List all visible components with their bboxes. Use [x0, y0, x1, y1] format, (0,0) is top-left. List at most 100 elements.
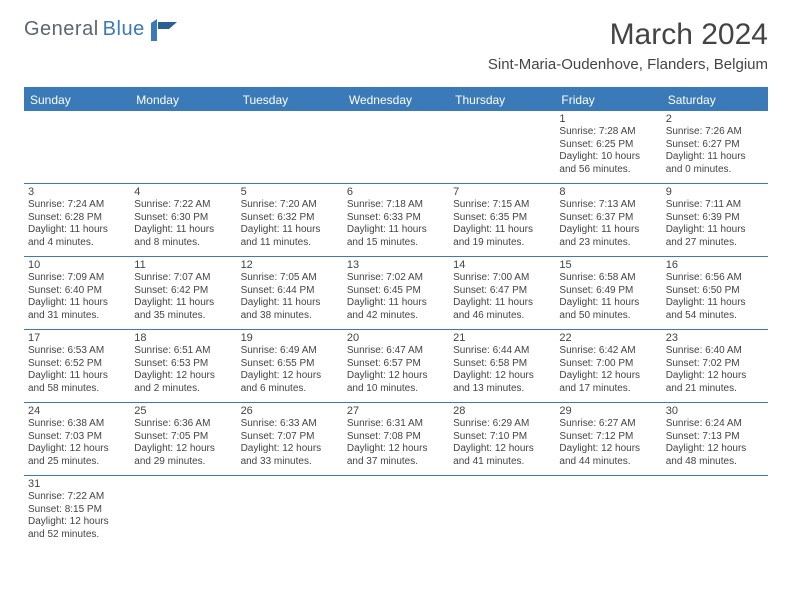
sunrise-text: Sunrise: 7:15 AM [453, 199, 551, 212]
daylight-text: Daylight: 12 hours [453, 443, 551, 456]
empty-cell [24, 111, 130, 183]
daylight-text: and 38 minutes. [241, 310, 339, 323]
day-header-cell: Thursday [449, 89, 555, 111]
empty-cell [237, 476, 343, 548]
day-cell: 31Sunrise: 7:22 AMSunset: 8:15 PMDayligh… [24, 476, 130, 548]
day-number: 16 [666, 259, 764, 271]
daylight-text: and 33 minutes. [241, 456, 339, 469]
daylight-text: and 31 minutes. [28, 310, 126, 323]
day-number: 3 [28, 186, 126, 198]
sunset-text: Sunset: 6:55 PM [241, 358, 339, 371]
sunset-text: Sunset: 7:05 PM [134, 431, 232, 444]
sunset-text: Sunset: 6:32 PM [241, 212, 339, 225]
day-cell: 8Sunrise: 7:13 AMSunset: 6:37 PMDaylight… [555, 184, 661, 256]
sunset-text: Sunset: 7:00 PM [559, 358, 657, 371]
empty-cell [343, 111, 449, 183]
daylight-text: Daylight: 12 hours [241, 443, 339, 456]
day-number: 26 [241, 405, 339, 417]
sunset-text: Sunset: 6:30 PM [134, 212, 232, 225]
sunset-text: Sunset: 6:42 PM [134, 285, 232, 298]
sunrise-text: Sunrise: 6:56 AM [666, 272, 764, 285]
daylight-text: Daylight: 11 hours [28, 224, 126, 237]
title-block: March 2024 Sint-Maria-Oudenhove, Flander… [488, 18, 768, 73]
day-header-cell: Tuesday [237, 89, 343, 111]
calendar-body: 1Sunrise: 7:28 AMSunset: 6:25 PMDaylight… [24, 111, 768, 548]
day-number: 23 [666, 332, 764, 344]
daylight-text: and 2 minutes. [134, 383, 232, 396]
day-number: 8 [559, 186, 657, 198]
day-header-cell: Friday [555, 89, 661, 111]
daylight-text: Daylight: 12 hours [347, 443, 445, 456]
day-cell: 17Sunrise: 6:53 AMSunset: 6:52 PMDayligh… [24, 330, 130, 402]
daylight-text: Daylight: 12 hours [134, 443, 232, 456]
daylight-text: Daylight: 11 hours [666, 297, 764, 310]
day-number: 12 [241, 259, 339, 271]
empty-cell [555, 476, 661, 548]
sunrise-text: Sunrise: 6:47 AM [347, 345, 445, 358]
day-cell: 25Sunrise: 6:36 AMSunset: 7:05 PMDayligh… [130, 403, 236, 475]
month-title: March 2024 [488, 18, 768, 52]
daylight-text: Daylight: 11 hours [134, 297, 232, 310]
calendar: SundayMondayTuesdayWednesdayThursdayFrid… [24, 87, 768, 548]
header: General Blue March 2024 Sint-Maria-Ouden… [0, 0, 792, 79]
sunrise-text: Sunrise: 6:24 AM [666, 418, 764, 431]
sunrise-text: Sunrise: 6:53 AM [28, 345, 126, 358]
day-cell: 30Sunrise: 6:24 AMSunset: 7:13 PMDayligh… [662, 403, 768, 475]
sunset-text: Sunset: 7:13 PM [666, 431, 764, 444]
sunrise-text: Sunrise: 7:02 AM [347, 272, 445, 285]
week-row: 17Sunrise: 6:53 AMSunset: 6:52 PMDayligh… [24, 330, 768, 403]
day-number: 10 [28, 259, 126, 271]
daylight-text: and 21 minutes. [666, 383, 764, 396]
day-number: 1 [559, 113, 657, 125]
day-number: 9 [666, 186, 764, 198]
sunset-text: Sunset: 6:40 PM [28, 285, 126, 298]
sunrise-text: Sunrise: 7:09 AM [28, 272, 126, 285]
sunrise-text: Sunrise: 7:22 AM [28, 491, 126, 504]
sunset-text: Sunset: 6:57 PM [347, 358, 445, 371]
sunset-text: Sunset: 6:44 PM [241, 285, 339, 298]
day-number: 17 [28, 332, 126, 344]
daylight-text: and 46 minutes. [453, 310, 551, 323]
sunrise-text: Sunrise: 6:42 AM [559, 345, 657, 358]
day-cell: 9Sunrise: 7:11 AMSunset: 6:39 PMDaylight… [662, 184, 768, 256]
sunrise-text: Sunrise: 7:00 AM [453, 272, 551, 285]
sunrise-text: Sunrise: 7:26 AM [666, 126, 764, 139]
day-cell: 16Sunrise: 6:56 AMSunset: 6:50 PMDayligh… [662, 257, 768, 329]
empty-cell [449, 111, 555, 183]
daylight-text: and 25 minutes. [28, 456, 126, 469]
daylight-text: Daylight: 11 hours [666, 224, 764, 237]
flag-icon [151, 19, 177, 41]
sunrise-text: Sunrise: 6:36 AM [134, 418, 232, 431]
day-number: 21 [453, 332, 551, 344]
logo-text-general: General [24, 18, 99, 41]
daylight-text: Daylight: 12 hours [28, 443, 126, 456]
sunrise-text: Sunrise: 6:49 AM [241, 345, 339, 358]
day-cell: 3Sunrise: 7:24 AMSunset: 6:28 PMDaylight… [24, 184, 130, 256]
daylight-text: Daylight: 12 hours [453, 370, 551, 383]
daylight-text: Daylight: 11 hours [134, 224, 232, 237]
sunrise-text: Sunrise: 7:22 AM [134, 199, 232, 212]
daylight-text: and 41 minutes. [453, 456, 551, 469]
sunset-text: Sunset: 6:37 PM [559, 212, 657, 225]
day-cell: 10Sunrise: 7:09 AMSunset: 6:40 PMDayligh… [24, 257, 130, 329]
day-number: 11 [134, 259, 232, 271]
daylight-text: and 52 minutes. [28, 529, 126, 542]
daylight-text: and 19 minutes. [453, 237, 551, 250]
sunrise-text: Sunrise: 7:20 AM [241, 199, 339, 212]
sunrise-text: Sunrise: 6:40 AM [666, 345, 764, 358]
daylight-text: Daylight: 11 hours [28, 297, 126, 310]
daylight-text: and 23 minutes. [559, 237, 657, 250]
daylight-text: Daylight: 12 hours [134, 370, 232, 383]
sunrise-text: Sunrise: 6:44 AM [453, 345, 551, 358]
daylight-text: Daylight: 12 hours [559, 443, 657, 456]
daylight-text: and 44 minutes. [559, 456, 657, 469]
day-cell: 12Sunrise: 7:05 AMSunset: 6:44 PMDayligh… [237, 257, 343, 329]
week-row: 31Sunrise: 7:22 AMSunset: 8:15 PMDayligh… [24, 476, 768, 548]
daylight-text: and 4 minutes. [28, 237, 126, 250]
day-number: 28 [453, 405, 551, 417]
daylight-text: Daylight: 10 hours [559, 151, 657, 164]
sunset-text: Sunset: 6:39 PM [666, 212, 764, 225]
sunrise-text: Sunrise: 7:18 AM [347, 199, 445, 212]
day-cell: 29Sunrise: 6:27 AMSunset: 7:12 PMDayligh… [555, 403, 661, 475]
week-row: 24Sunrise: 6:38 AMSunset: 7:03 PMDayligh… [24, 403, 768, 476]
